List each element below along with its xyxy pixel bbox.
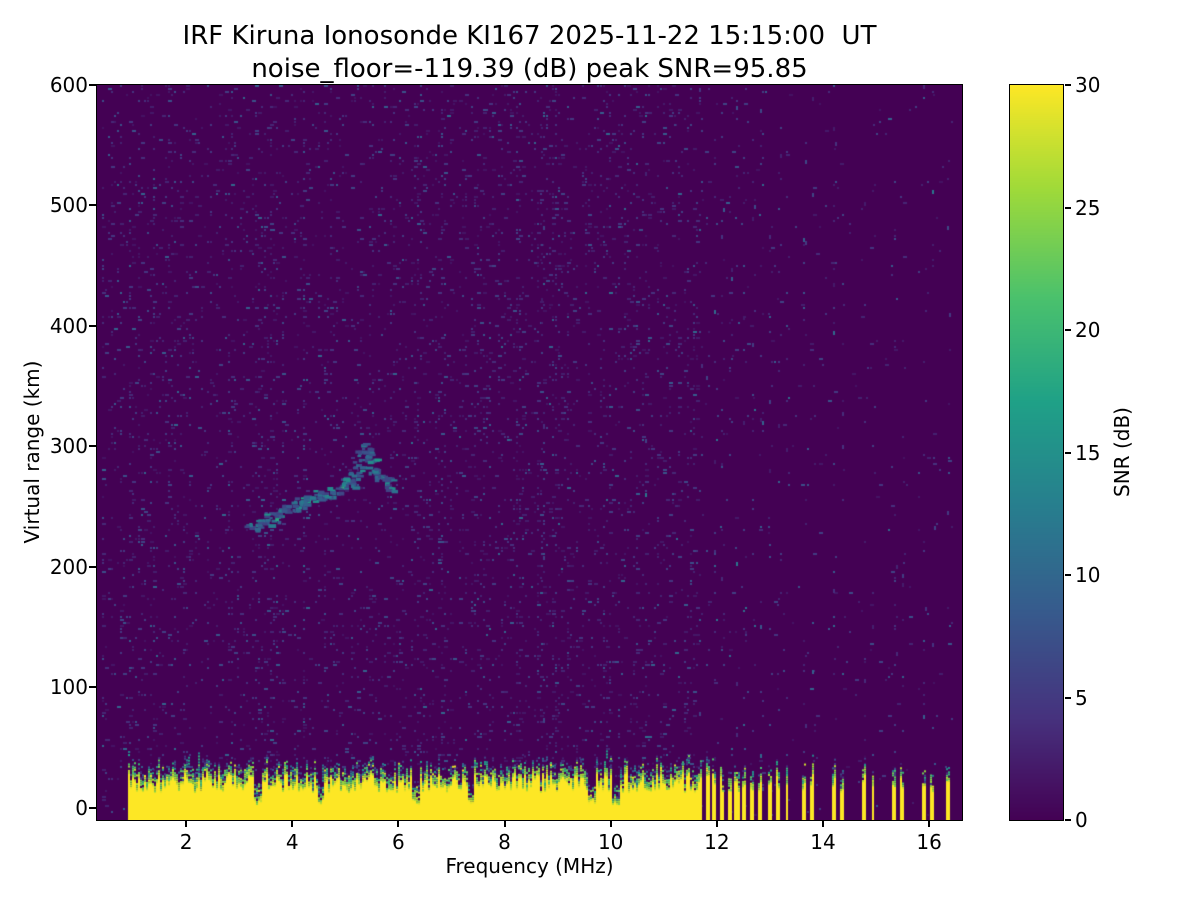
colorbar-tick-label: 25: [1075, 195, 1101, 220]
x-tick-mark: [503, 821, 506, 827]
x-tick-label: 4: [285, 830, 299, 854]
x-tick-label: 12: [704, 830, 730, 854]
colorbar-tick-label: 15: [1075, 440, 1101, 465]
y-tick-mark: [89, 84, 96, 86]
y-tick-mark: [89, 204, 96, 207]
x-tick-label: 8: [498, 830, 511, 854]
x-tick-mark: [397, 821, 400, 827]
colorbar-tick-mark: [1065, 84, 1071, 86]
colorbar: [1009, 84, 1064, 821]
ionogram-heatmap: [97, 85, 962, 820]
colorbar-tick-label: 0: [1075, 808, 1088, 832]
x-axis-label: Frequency (MHz): [445, 854, 614, 878]
x-tick-label: 16: [916, 830, 942, 854]
colorbar-tick-mark: [1065, 574, 1071, 576]
colorbar-tick-label: 10: [1075, 563, 1101, 587]
y-tick-mark: [89, 445, 96, 448]
x-tick-mark: [715, 821, 718, 827]
y-tick-label: 0: [75, 795, 88, 820]
colorbar-tick-mark: [1065, 696, 1071, 699]
plot-area: [96, 84, 963, 821]
x-tick-mark: [291, 821, 294, 827]
colorbar-tick-mark: [1065, 206, 1071, 209]
colorbar-tick-label: 30: [1075, 73, 1101, 97]
colorbar-gradient: [1010, 85, 1063, 820]
colorbar-label: SNR (dB): [1110, 407, 1134, 497]
colorbar-tick-mark: [1065, 819, 1071, 821]
x-tick-label: 10: [597, 830, 624, 854]
chart-title: IRF Kiruna Ionosonde KI167 2025-11-22 15…: [97, 20, 962, 86]
x-tick-label: 2: [179, 830, 193, 854]
colorbar-tick-label: 20: [1075, 318, 1101, 342]
y-tick-label: 300: [49, 434, 88, 459]
y-tick-label: 600: [49, 73, 88, 97]
chart-title-line1: IRF Kiruna Ionosonde KI167 2025-11-22 15…: [182, 21, 877, 51]
y-tick-label: 500: [49, 193, 88, 218]
x-tick-mark: [821, 821, 824, 827]
y-tick-label: 100: [49, 675, 88, 700]
y-tick-mark: [89, 565, 96, 568]
x-tick-label: 6: [392, 830, 405, 854]
colorbar-tick-mark: [1065, 329, 1071, 331]
x-tick-label: 14: [810, 830, 836, 854]
colorbar-tick-mark: [1065, 451, 1071, 454]
x-tick-mark: [928, 821, 931, 827]
y-tick-label: 200: [49, 554, 88, 579]
y-tick-mark: [89, 806, 96, 809]
y-tick-mark: [89, 686, 96, 689]
x-tick-mark: [185, 821, 188, 827]
y-tick-mark: [89, 324, 96, 327]
x-tick-mark: [609, 821, 612, 827]
chart-title-line2: noise_floor=-119.39 (dB) peak SNR=95.85: [251, 54, 808, 84]
colorbar-tick-label: 5: [1075, 685, 1088, 710]
y-tick-label: 400: [49, 313, 88, 338]
